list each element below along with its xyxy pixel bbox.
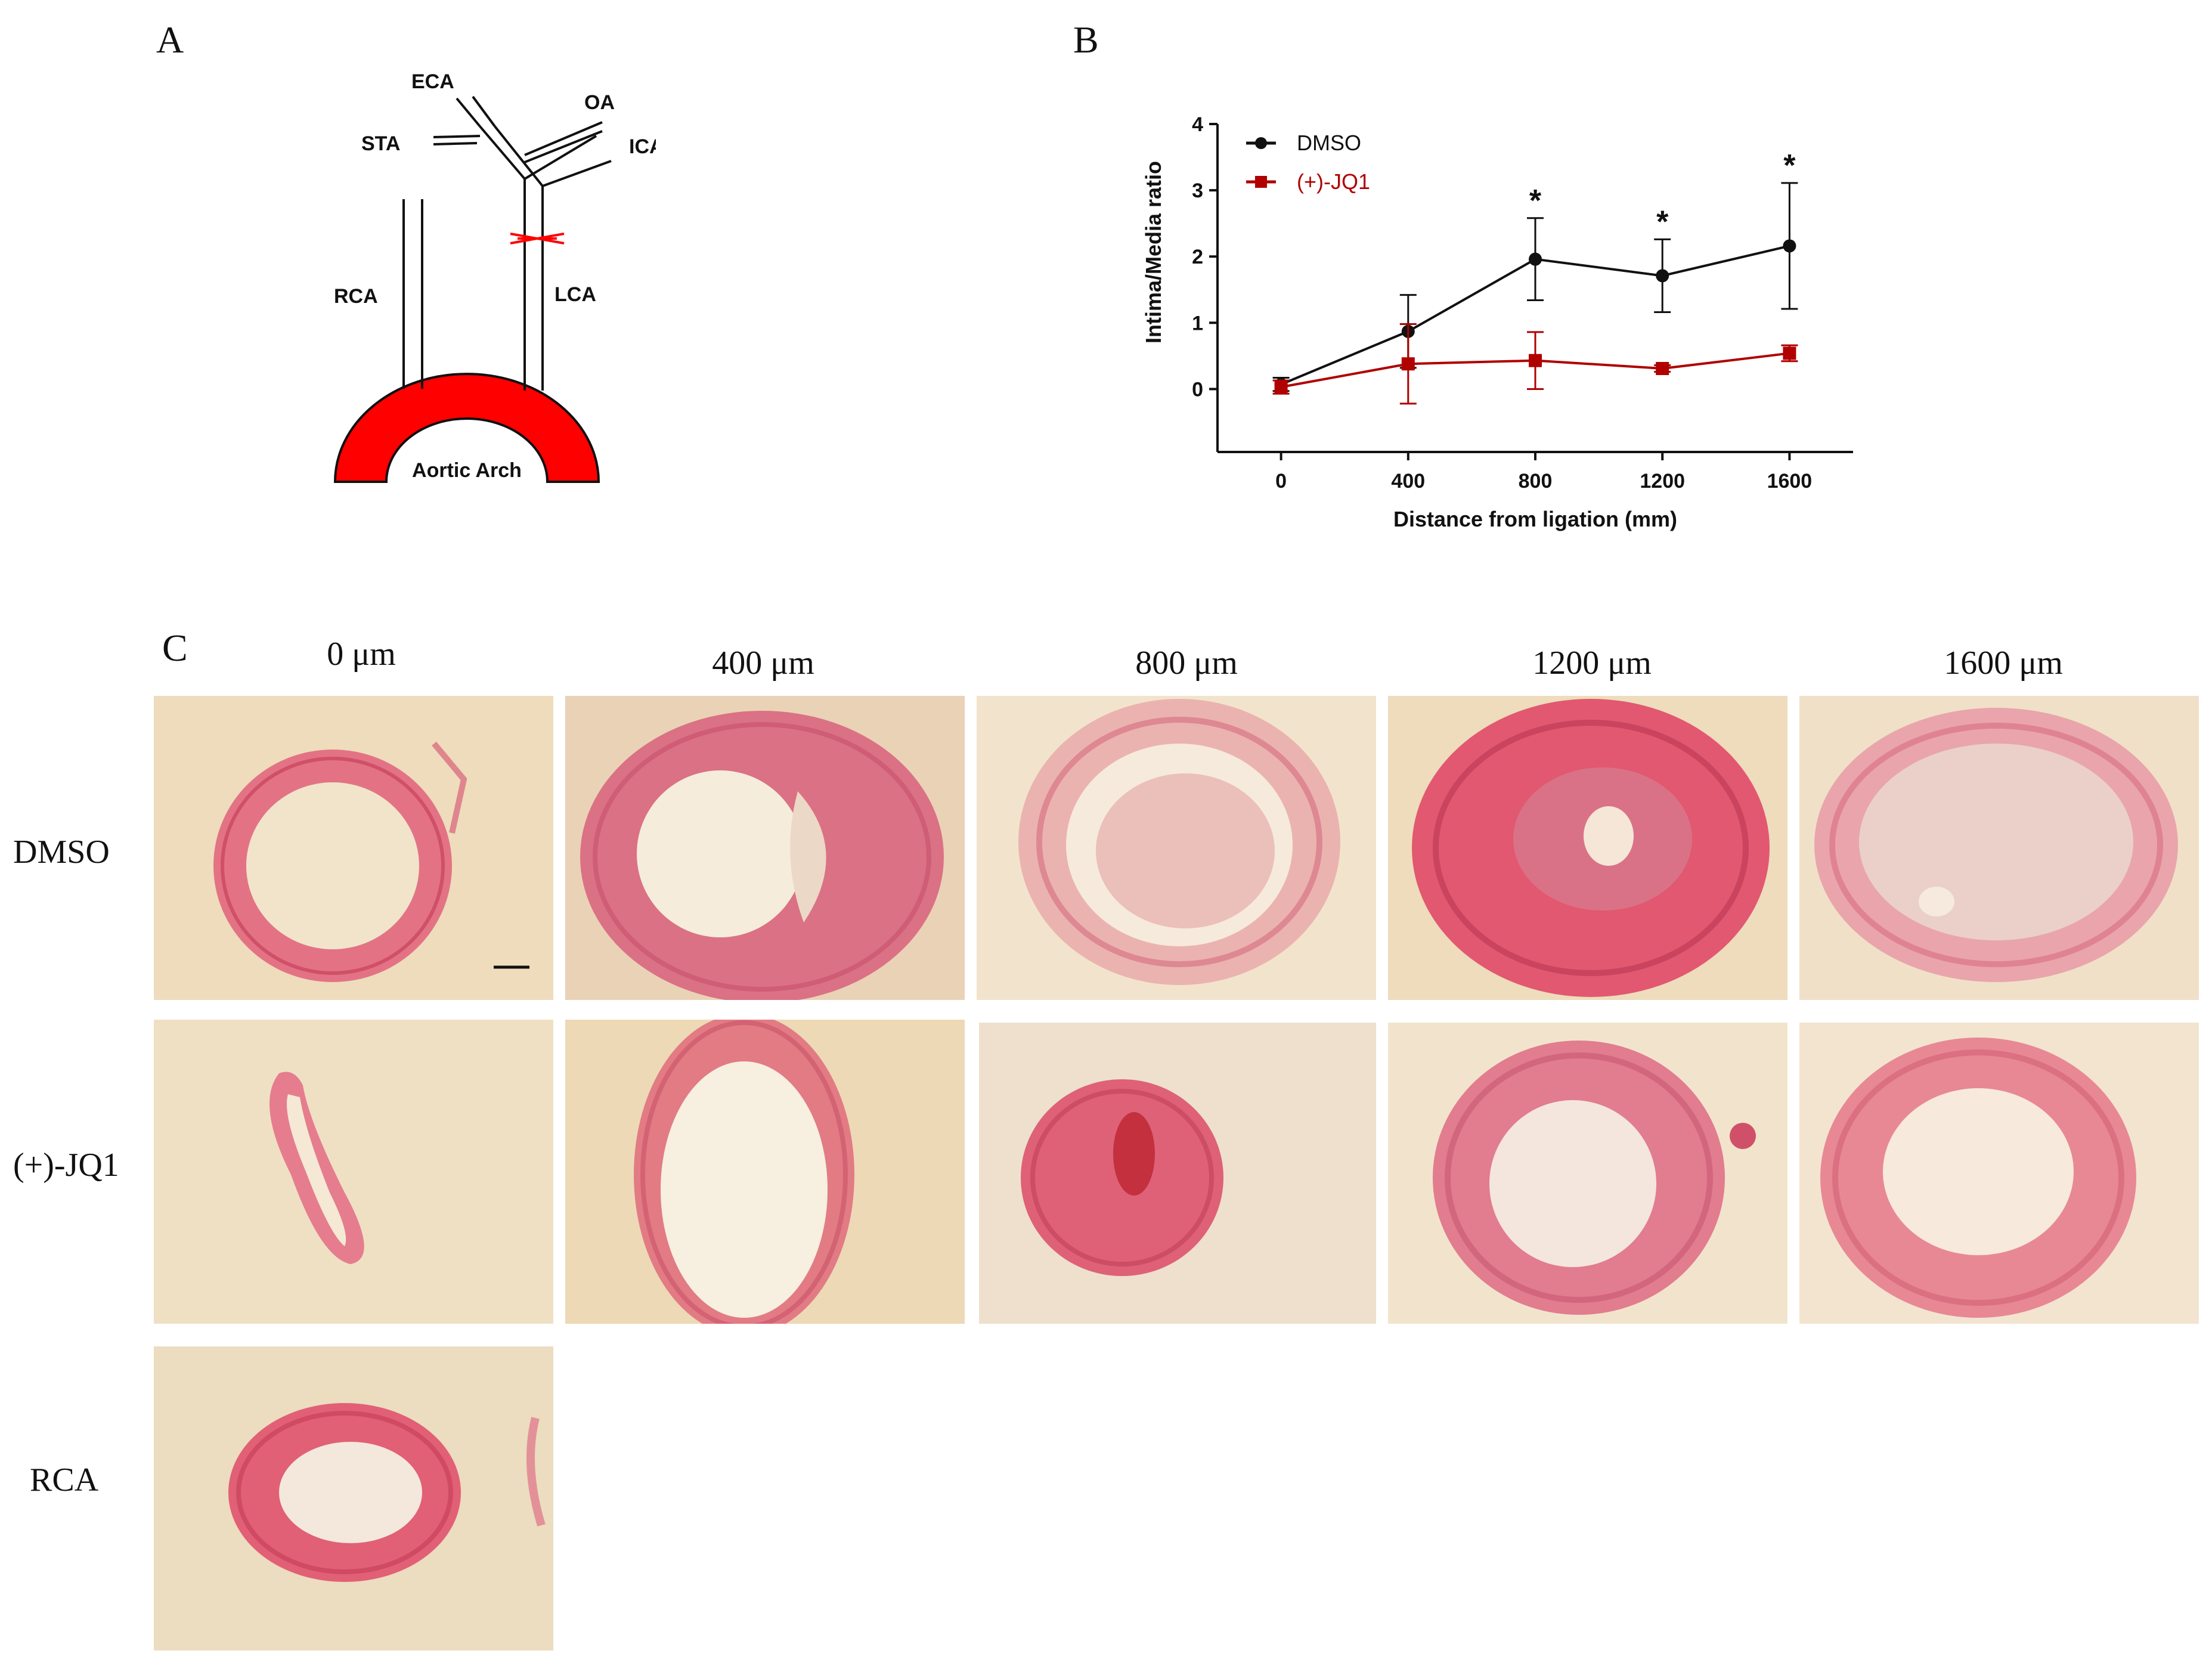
eca-stem xyxy=(456,97,481,128)
panel-a-letter: A xyxy=(156,18,184,61)
y-tick-label: 4 xyxy=(1192,113,1203,136)
x-tick-label: 400 xyxy=(1391,470,1425,493)
histology-jq1-1200um xyxy=(1388,1023,1787,1324)
column-header-400um: 400 μm xyxy=(712,645,814,682)
column-header-1600um: 1600 μm xyxy=(1944,645,2063,682)
row-header-jq1: (+)-JQ1 xyxy=(13,1147,119,1184)
point-jq1 xyxy=(1529,354,1542,367)
y-tick-label: 3 xyxy=(1192,179,1203,202)
y-tick-label: 1 xyxy=(1192,312,1203,335)
label-rca: RCA xyxy=(334,285,378,308)
oa-branch-wall xyxy=(524,130,603,163)
point-dmso xyxy=(1656,269,1669,283)
sta-branch xyxy=(433,135,481,138)
y-tick-label: 0 xyxy=(1192,378,1203,401)
point-jq1 xyxy=(1274,380,1288,394)
label-aortic-arch: Aortic Arch xyxy=(412,459,522,482)
aortic-arch xyxy=(333,373,600,483)
x-tick-label: 0 xyxy=(1275,470,1287,493)
panel-a-diagram: ECA OA STA ICA RCA LCA Aortic Arch xyxy=(333,70,656,483)
significance-star: * xyxy=(1656,205,1669,239)
point-dmso xyxy=(1529,252,1542,266)
eca-branch-wall xyxy=(494,125,544,187)
point-jq1 xyxy=(1783,346,1796,360)
point-jq1 xyxy=(1656,362,1669,375)
point-dmso xyxy=(1783,239,1796,253)
histology-jq1-800um xyxy=(979,1023,1376,1324)
x-axis-title: Distance from ligation (mm) xyxy=(1393,507,1677,531)
label-sta: STA xyxy=(361,132,400,155)
intima-media-chart: 0 1 2 3 4 0 400 800 1200 1600 Distance from ligati… xyxy=(1141,113,1853,531)
column-header-0um: 0 μm xyxy=(327,636,396,673)
row-header-rca: RCA xyxy=(30,1461,99,1498)
panel-b-letter: B xyxy=(1073,18,1099,61)
histology-dmso-0um xyxy=(154,696,553,1000)
sta-branch-wall xyxy=(433,142,478,145)
legend-dmso-label: DMSO xyxy=(1297,131,1361,155)
legend-jq1-label: (+)-JQ1 xyxy=(1297,169,1370,194)
label-oa: OA xyxy=(584,91,615,114)
label-lca: LCA xyxy=(554,283,596,306)
x-tick-label: 1200 xyxy=(1640,470,1685,493)
column-header-1200um: 1200 μm xyxy=(1532,645,1652,682)
histology-rca xyxy=(154,1346,553,1651)
y-axis-title: Intima/Media ratio xyxy=(1141,161,1166,343)
histology-jq1-1600um xyxy=(1799,1023,2199,1324)
ica-branch xyxy=(523,135,597,180)
point-jq1 xyxy=(1401,357,1415,371)
legend-jq1-marker xyxy=(1255,176,1267,188)
x-tick-label: 800 xyxy=(1519,470,1553,493)
significance-star: * xyxy=(1783,148,1796,183)
histology-dmso-800um xyxy=(977,696,1376,1000)
eca-branch xyxy=(479,125,526,180)
eca-stem-wall xyxy=(472,95,496,128)
histology-dmso-1600um xyxy=(1799,696,2199,1000)
label-ica: ICA xyxy=(629,135,656,158)
histology-dmso-400um xyxy=(565,696,965,1000)
histology-jq1-0um xyxy=(154,1020,553,1324)
ligation-mark xyxy=(510,233,565,244)
legend-dmso-marker xyxy=(1255,137,1267,149)
histology-dmso-1200um xyxy=(1388,696,1787,1000)
x-tick-label: 1600 xyxy=(1767,470,1813,493)
oa-branch xyxy=(524,121,603,156)
ica-branch-wall xyxy=(542,160,612,187)
series-jq1 xyxy=(1272,323,1798,405)
row-header-dmso: DMSO xyxy=(13,834,110,871)
y-tick-label: 2 xyxy=(1192,246,1203,268)
significance-star: * xyxy=(1529,184,1542,218)
histology-jq1-400um xyxy=(565,1020,965,1324)
column-header-800um: 800 μm xyxy=(1135,645,1238,682)
label-eca: ECA xyxy=(411,70,454,93)
panel-c-letter: C xyxy=(162,627,188,669)
